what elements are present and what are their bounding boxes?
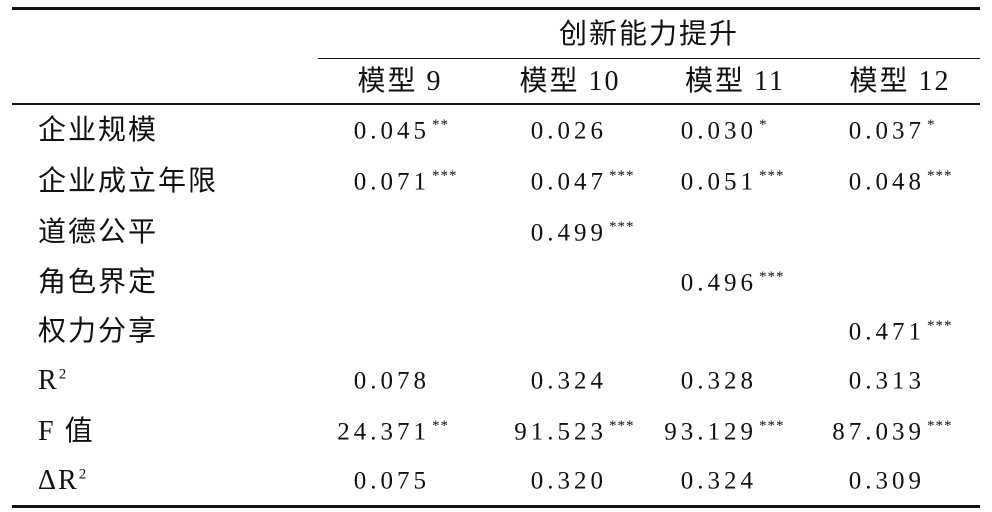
cell-value: 0.037 xyxy=(848,117,925,145)
significance-stars: *** xyxy=(927,418,953,434)
row-label: 权力分享 xyxy=(38,318,158,346)
row-label: 道德公平 xyxy=(38,219,158,247)
row-label-text: 企业成立年限 xyxy=(38,166,219,197)
cell-value: 0.309 xyxy=(848,467,925,495)
top-rule xyxy=(12,7,980,10)
cell-value: 0.320 xyxy=(530,467,607,495)
significance-stars: *** xyxy=(759,168,785,184)
significance-stars: ** xyxy=(432,117,449,133)
significance-stars: *** xyxy=(609,418,635,434)
cell-value: 0.078 xyxy=(353,367,430,395)
cell-value: 24.371 xyxy=(337,418,430,446)
cell-value: 0.045 xyxy=(353,117,430,145)
column-header: 模型 10 xyxy=(519,66,621,97)
cell-value: 0.071 xyxy=(353,168,430,196)
row-label-text: 道德公平 xyxy=(38,217,159,248)
cell-value: 0.051 xyxy=(680,168,757,196)
significance-stars: *** xyxy=(609,168,635,184)
cell-value: 93.129 xyxy=(664,418,757,446)
row-label: 角色界定 xyxy=(38,269,158,297)
header-rule xyxy=(12,103,980,105)
bottom-rule xyxy=(12,505,980,508)
cell-value: 0.324 xyxy=(680,467,757,495)
significance-stars: *** xyxy=(432,168,458,184)
column-header: 模型 12 xyxy=(849,66,951,97)
significance-stars: * xyxy=(927,117,936,133)
row-label: F 值 xyxy=(38,418,95,446)
cell-value: 87.039 xyxy=(832,418,925,446)
cell-value: 0.030 xyxy=(680,117,757,145)
significance-stars: *** xyxy=(759,418,785,434)
group-rule xyxy=(318,58,980,59)
cell-value: 0.328 xyxy=(680,367,757,395)
significance-stars: *** xyxy=(927,318,953,334)
significance-stars: *** xyxy=(759,269,785,285)
significance-stars: *** xyxy=(609,219,635,235)
row-label-text: ΔR xyxy=(38,465,79,496)
row-label-text: 企业规模 xyxy=(38,115,159,146)
significance-stars: ** xyxy=(432,418,449,434)
cell-value: 0.048 xyxy=(848,168,925,196)
row-label-text: R xyxy=(38,365,59,396)
row-label-text: 角色界定 xyxy=(38,267,159,298)
cell-value: 0.499 xyxy=(530,219,607,247)
group-header: 创新能力提升 xyxy=(558,19,740,50)
cell-value: 0.047 xyxy=(530,168,607,196)
row-label-text: 权力分享 xyxy=(38,316,159,347)
cell-value: 0.026 xyxy=(530,117,607,145)
row-label-sup: 2 xyxy=(78,466,89,483)
column-header: 模型 9 xyxy=(357,66,443,97)
row-label-text: F 值 xyxy=(38,416,95,447)
row-label: ΔR2 xyxy=(38,467,88,495)
row-label: R2 xyxy=(38,367,68,395)
cell-value: 0.471 xyxy=(848,318,925,346)
cell-value: 0.496 xyxy=(680,269,757,297)
significance-stars: * xyxy=(759,117,768,133)
significance-stars: *** xyxy=(927,168,953,184)
row-label: 企业规模 xyxy=(38,117,158,145)
row-label-sup: 2 xyxy=(58,366,69,383)
cell-value: 0.324 xyxy=(530,367,607,395)
cell-value: 0.075 xyxy=(353,467,430,495)
column-header: 模型 11 xyxy=(685,66,785,97)
cell-value: 91.523 xyxy=(514,418,607,446)
row-label: 企业成立年限 xyxy=(38,168,218,196)
cell-value: 0.313 xyxy=(848,367,925,395)
